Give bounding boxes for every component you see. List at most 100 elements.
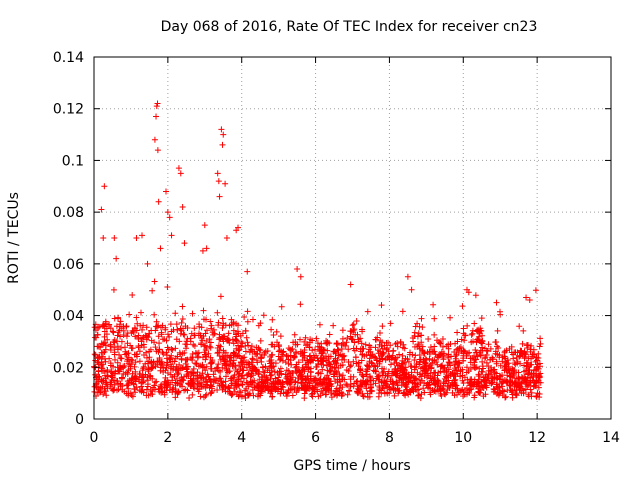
data-point <box>526 366 533 373</box>
data-point <box>179 303 186 310</box>
data-point <box>502 359 509 366</box>
data-point <box>98 206 105 213</box>
data-point <box>401 345 408 352</box>
data-point <box>233 353 240 360</box>
data-point <box>387 320 394 327</box>
data-point <box>268 326 275 333</box>
data-point <box>179 315 186 322</box>
data-point <box>378 353 385 360</box>
data-point <box>226 354 233 361</box>
data-point <box>217 343 224 350</box>
data-point <box>133 351 140 358</box>
data-point <box>485 341 492 348</box>
data-point <box>100 235 107 241</box>
data-point <box>205 373 212 380</box>
data-point <box>495 344 502 351</box>
data-point <box>144 377 151 384</box>
data-point <box>248 346 255 353</box>
data-point <box>253 367 260 374</box>
data-point <box>206 376 213 383</box>
data-point <box>117 318 124 325</box>
data-point <box>172 345 179 352</box>
data-point <box>117 333 124 340</box>
data-point <box>154 100 161 107</box>
data-point <box>521 368 528 375</box>
x-tick-label: 12 <box>528 430 546 446</box>
data-point <box>410 386 417 393</box>
data-point <box>303 376 310 383</box>
data-point <box>191 381 198 388</box>
data-point <box>427 344 434 351</box>
data-point <box>318 361 325 368</box>
data-point <box>440 387 447 394</box>
data-point <box>202 392 209 399</box>
data-point <box>387 361 394 368</box>
data-point <box>439 343 446 350</box>
data-point <box>189 357 196 364</box>
data-point <box>381 366 388 373</box>
data-point <box>474 353 481 360</box>
data-point <box>219 381 226 388</box>
data-point <box>182 341 189 348</box>
data-point <box>379 323 386 330</box>
data-point <box>128 375 135 382</box>
data-point <box>139 232 146 239</box>
data-point <box>479 363 486 370</box>
data-point <box>350 321 357 328</box>
data-point <box>208 360 215 367</box>
data-point <box>173 363 180 370</box>
data-point <box>226 385 233 392</box>
data-point <box>359 379 366 386</box>
data-point <box>207 344 214 351</box>
data-point <box>212 368 219 375</box>
data-point <box>203 363 210 370</box>
data-point <box>239 340 246 347</box>
data-point <box>358 384 365 391</box>
data-point <box>121 344 128 351</box>
data-point <box>144 334 151 341</box>
data-point <box>310 352 317 359</box>
data-point <box>445 372 452 379</box>
data-point <box>420 385 427 392</box>
data-point <box>116 321 123 328</box>
data-point <box>179 203 186 210</box>
x-tick-label: 0 <box>90 430 99 446</box>
data-point <box>189 351 196 358</box>
data-point <box>157 245 164 252</box>
data-point <box>129 357 136 364</box>
data-point <box>413 363 420 370</box>
data-point <box>501 377 508 384</box>
data-point <box>254 380 261 387</box>
data-point <box>182 323 189 330</box>
data-point <box>136 348 143 355</box>
data-point <box>207 354 214 361</box>
data-point <box>151 311 158 318</box>
data-point <box>124 382 131 389</box>
data-point <box>260 312 267 319</box>
data-point <box>378 343 385 350</box>
data-point <box>140 374 147 381</box>
data-point <box>113 255 120 262</box>
data-point <box>387 342 394 349</box>
data-point <box>151 382 158 389</box>
data-point <box>167 365 174 372</box>
data-point <box>427 385 434 392</box>
data-point <box>439 353 446 360</box>
data-point <box>140 378 147 385</box>
data-point <box>256 376 263 383</box>
data-point <box>205 350 212 357</box>
data-point <box>297 336 304 343</box>
data-point <box>358 340 365 347</box>
data-point <box>257 320 264 327</box>
data-point <box>219 141 226 148</box>
data-point <box>443 343 450 350</box>
data-point <box>519 340 526 347</box>
data-point <box>472 292 479 299</box>
data-point <box>295 367 302 374</box>
data-point <box>172 394 179 401</box>
data-point <box>323 362 330 369</box>
data-point <box>332 387 339 394</box>
data-point <box>393 359 400 366</box>
data-point <box>348 335 355 342</box>
